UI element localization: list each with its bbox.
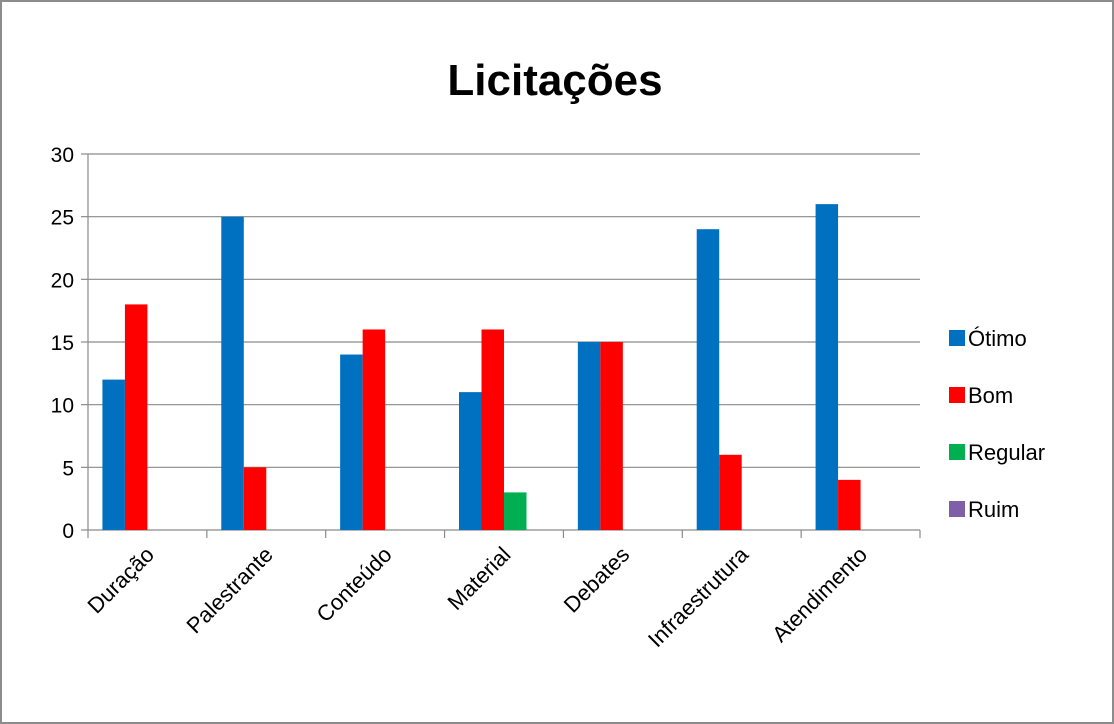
bar-regular-material	[504, 492, 527, 530]
legend-label: Bom	[968, 383, 1013, 408]
x-category-label: Conteúdo	[312, 542, 397, 627]
chart-title: Licitações	[447, 56, 662, 105]
bar-bom-duração	[124, 304, 148, 530]
legend-label: Ruim	[968, 497, 1019, 522]
bar-ótimo-atendimento	[815, 204, 839, 530]
legend-swatch-regular	[949, 444, 965, 460]
bar-bom-infraestrutura	[719, 454, 742, 530]
y-tick-label: 30	[51, 144, 74, 167]
x-category-label: Infraestrutura	[643, 541, 754, 652]
x-category-label: Debates	[559, 542, 635, 618]
x-category-label: Material	[443, 542, 516, 615]
x-category-label: Duração	[82, 542, 158, 618]
legend-swatch-bom	[949, 387, 965, 403]
bar-bom-atendimento	[838, 479, 861, 530]
y-tick-label: 25	[51, 207, 74, 230]
legend: Ótimo Bom Regular Ruim	[949, 326, 1045, 522]
legend-swatch-ótimo	[949, 330, 965, 346]
y-tick-label: 5	[62, 457, 74, 480]
legend-swatch-ruim	[949, 501, 965, 517]
bar-ótimo-duração	[102, 379, 125, 530]
y-tick-label: 15	[51, 332, 74, 355]
bar-bom-conteúdo	[362, 329, 386, 530]
x-category-label: Palestrante	[181, 542, 277, 638]
y-tick-label: 10	[51, 395, 74, 418]
bar-bom-debates	[600, 342, 623, 530]
y-tick-label: 0	[62, 520, 74, 543]
bar-ótimo-infraestrutura	[696, 229, 720, 530]
bar-ótimo-debates	[577, 342, 601, 530]
bar-bom-material	[481, 329, 504, 530]
x-category-label: Atendimento	[767, 542, 872, 647]
bar-bom-palestrante	[243, 467, 267, 530]
bar-ótimo-material	[459, 392, 482, 530]
y-tick-label: 20	[51, 269, 74, 292]
legend-label: Ótimo	[968, 326, 1027, 351]
legend-label: Regular	[968, 440, 1045, 465]
bar-ótimo-palestrante	[221, 216, 244, 530]
bar-ótimo-conteúdo	[340, 354, 363, 530]
bars	[102, 204, 861, 530]
